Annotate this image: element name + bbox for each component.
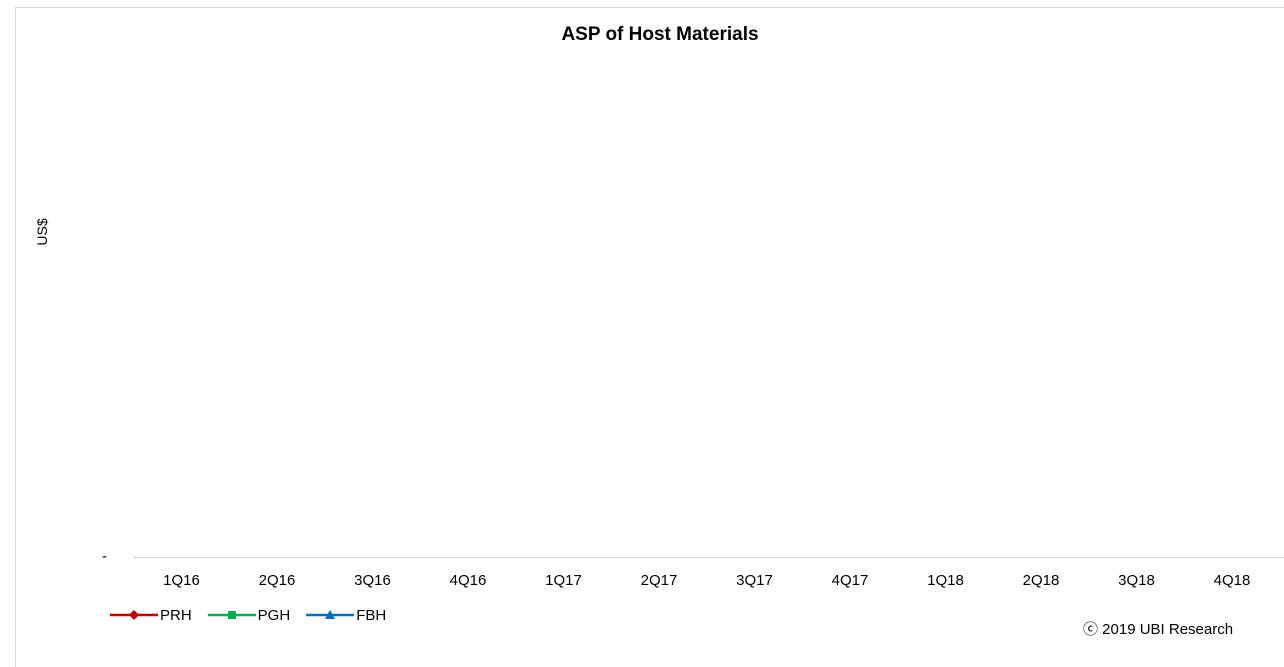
x-tick-label: 1Q18 [927, 572, 964, 589]
legend-item: PRH [110, 607, 192, 624]
chart-frame [15, 7, 1284, 667]
legend-marker-shape [325, 610, 336, 619]
legend-label: PRH [160, 606, 192, 624]
y-axis-label: US$ [34, 218, 50, 246]
legend-label: PGH [257, 606, 291, 624]
x-tick-label: 4Q16 [449, 572, 487, 589]
x-tick-label: 3Q18 [1118, 572, 1155, 589]
x-axis-ticks: 1Q16 2Q16 3Q16 4Q16 1Q17 2Q17 3Q17 4Q17 1Q18 2Q18… [134, 572, 1284, 592]
legend-label: FBH [356, 606, 387, 624]
x-tick-label: 4Q18 [1213, 572, 1251, 589]
x-tick-label: 2Q17 [640, 572, 678, 589]
legend-item: FBH [306, 607, 386, 624]
legend-marker-shape [227, 611, 236, 619]
copyright-annotation: ⓒ 2019 UBI Research [1083, 621, 1234, 638]
y-tick-label: - [102, 548, 107, 565]
x-tick-label: 3Q17 [736, 572, 773, 589]
x-tick-label: 1Q16 [163, 572, 200, 589]
legend-marker-square [207, 611, 256, 619]
legend-item: PGH [207, 606, 291, 624]
x-tick-label: 2Q16 [258, 572, 296, 589]
chart-title: ASP of Host Materials [561, 24, 759, 45]
legend: PRH PGH FBH [110, 605, 402, 625]
legend-marker-shape [129, 610, 139, 620]
x-tick-label: 2Q18 [1022, 572, 1060, 589]
legend-marker-triangle [306, 610, 355, 619]
legend-marker-diamond [110, 610, 158, 620]
x-tick-label: 3Q16 [354, 572, 391, 589]
x-tick-label: 4Q17 [831, 572, 869, 589]
x-tick-label: 1Q17 [545, 572, 582, 589]
x-axis-line [134, 557, 1284, 558]
